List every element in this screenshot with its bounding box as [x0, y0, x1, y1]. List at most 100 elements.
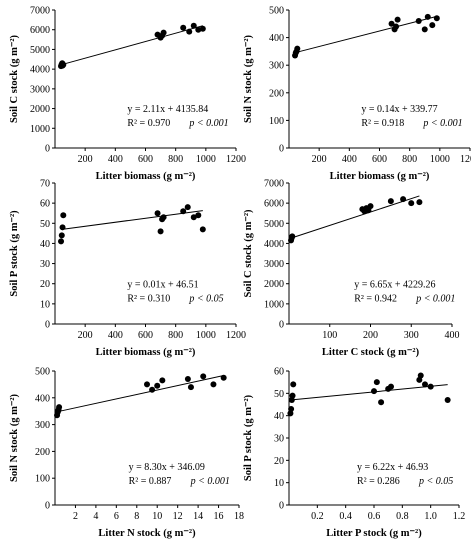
data-point — [195, 26, 202, 33]
data-point — [154, 210, 161, 217]
regression-line — [290, 384, 448, 401]
y-tick-label: 100 — [269, 116, 284, 127]
r-squared-label: R² = 0.918 — [361, 118, 404, 129]
y-tick-label: 0 — [45, 144, 50, 155]
data-point — [393, 23, 400, 30]
data-point — [144, 381, 150, 388]
data-point — [415, 18, 422, 25]
x-axis-title: Litter P stock (g m⁻²) — [326, 528, 422, 539]
data-point — [187, 384, 194, 391]
data-point — [287, 410, 294, 417]
data-point — [294, 45, 301, 52]
x-tick-label: 800 — [402, 154, 417, 165]
data-point — [154, 382, 161, 389]
x-tick-label: 4 — [93, 511, 98, 522]
x-tick-label: 400 — [445, 330, 460, 341]
x-axis-title: Litter C stock (g m⁻²) — [322, 347, 420, 358]
y-tick-label: 2000 — [264, 279, 284, 290]
y-tick-label: 7000 — [264, 179, 284, 190]
p-value-label: p < 0.001 — [415, 293, 455, 304]
y-axis-title: Soil C stock (g m⁻²) — [243, 209, 254, 298]
y-tick-label: 5000 — [30, 45, 50, 56]
x-tick-label: 0.8 — [396, 511, 409, 522]
data-point — [378, 399, 385, 406]
data-point — [421, 26, 428, 33]
data-point — [289, 233, 296, 240]
y-tick-label: 60 — [40, 199, 50, 210]
y-tick-label: 4000 — [264, 239, 284, 250]
y-tick-label: 30 — [40, 259, 50, 270]
y-tick-label: 40 — [274, 411, 284, 422]
r-squared-label: R² = 0.942 — [354, 293, 397, 304]
regression-line — [290, 195, 420, 239]
chart-panel-2: 0 100 200 300 400 500 200 400 600 800 1000 1200 y = … — [243, 6, 471, 183]
regression-equation: y = 8.30x + 346.09 — [129, 462, 205, 473]
x-tick-label: 200 — [312, 154, 327, 165]
x-tick-label: 0.4 — [339, 511, 352, 522]
p-value-label: p < 0.001 — [188, 118, 228, 129]
data-point — [159, 377, 166, 384]
y-tick-label: 50 — [274, 389, 284, 400]
r-squared-label: R² = 0.970 — [127, 118, 170, 129]
x-tick-label: 600 — [138, 330, 153, 341]
y-tick-label: 40 — [40, 239, 50, 250]
x-tick-label: 10 — [152, 511, 162, 522]
data-point — [180, 24, 187, 31]
x-tick-label: 800 — [168, 154, 183, 165]
data-point — [58, 232, 65, 239]
regression-line — [294, 15, 437, 54]
data-point — [58, 238, 65, 245]
regression-equation: y = 2.11x + 4135.84 — [127, 104, 208, 115]
data-point — [288, 397, 295, 404]
data-point — [199, 226, 206, 233]
data-point — [417, 372, 424, 379]
y-tick-label: 2000 — [30, 104, 50, 115]
data-point — [195, 212, 202, 219]
y-tick-label: 60 — [274, 367, 284, 378]
x-axis-title: Litter biomass (g m⁻²) — [96, 347, 196, 358]
y-tick-label: 300 — [35, 420, 50, 431]
x-tick-label: 6 — [114, 511, 119, 522]
data-point — [416, 199, 423, 206]
x-tick-label: 18 — [234, 511, 244, 522]
y-tick-label: 10 — [40, 299, 50, 310]
y-tick-label: 1000 — [264, 299, 284, 310]
y-tick-label: 3000 — [30, 84, 50, 95]
data-point — [190, 22, 197, 29]
data-point — [373, 379, 380, 386]
y-tick-label: 0 — [279, 144, 284, 155]
x-axis-title: Litter biomass (g m⁻²) — [96, 171, 196, 182]
data-point — [180, 208, 187, 215]
data-point — [59, 224, 66, 231]
chart-panel-6: 0 10 20 30 40 50 60 0.2 0.4 0.6 0.8 1.0 1.2 y = 6.22x… — [243, 367, 465, 540]
x-tick-label: 1000 — [196, 154, 216, 165]
x-tick-label: 200 — [363, 330, 378, 341]
data-point — [60, 212, 67, 219]
x-axis-title: Litter N stock (g m⁻²) — [98, 528, 196, 539]
y-tick-label: 6000 — [264, 199, 284, 210]
p-value-label: p < 0.001 — [190, 476, 230, 487]
y-tick-label: 10 — [274, 478, 284, 489]
data-point — [199, 25, 206, 32]
x-tick-label: 400 — [342, 154, 357, 165]
data-point — [186, 28, 193, 35]
x-tick-label: 400 — [108, 330, 123, 341]
data-point — [56, 404, 63, 411]
chart-panel-3: 0 10 20 30 40 50 60 70 200 400 600 800 1000 1200 y = 0… — [9, 179, 246, 359]
data-point — [190, 214, 197, 221]
data-point — [433, 15, 440, 22]
data-point — [220, 374, 227, 381]
regression-line — [60, 25, 203, 66]
y-tick-label: 400 — [269, 33, 284, 44]
y-tick-label: 7000 — [30, 6, 50, 17]
data-point — [60, 61, 67, 68]
x-tick-label: 0.2 — [311, 511, 324, 522]
x-axis-title: Litter biomass (g m⁻²) — [330, 171, 430, 182]
y-tick-label: 100 — [35, 474, 50, 485]
data-point — [371, 388, 377, 395]
y-tick-label: 6000 — [30, 25, 50, 36]
p-value-label: p < 0.05 — [188, 293, 223, 304]
y-tick-label: 400 — [35, 393, 50, 404]
y-tick-label: 0 — [45, 501, 50, 512]
x-tick-label: 1000 — [196, 330, 216, 341]
